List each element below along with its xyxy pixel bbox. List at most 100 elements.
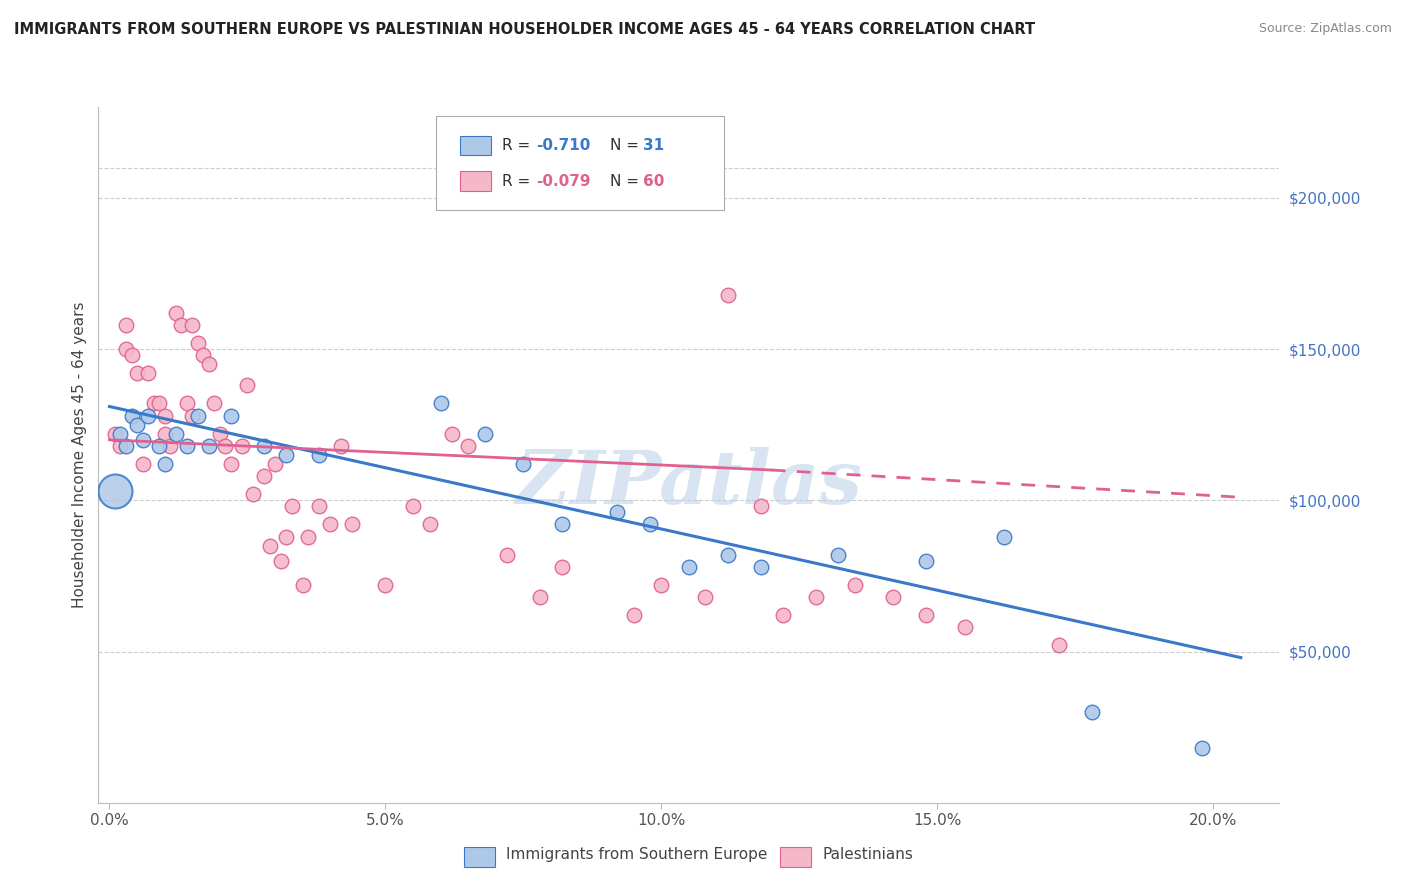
Point [749, 559, 772, 574]
Point [115, 439, 138, 453]
Text: IMMIGRANTS FROM SOUTHERN EUROPE VS PALESTINIAN HOUSEHOLDER INCOME AGES 45 - 64 Y: IMMIGRANTS FROM SOUTHERN EUROPE VS PALES… [14, 22, 1035, 37]
Point [104, 484, 127, 499]
Point [187, 336, 209, 351]
Point [181, 318, 204, 332]
Point [882, 590, 904, 604]
Point [104, 426, 127, 441]
Point [236, 378, 259, 392]
Point [131, 433, 153, 447]
Point [551, 559, 574, 574]
Point [202, 396, 225, 410]
Point [695, 590, 717, 604]
Point [176, 396, 198, 410]
Text: Source: ZipAtlas.com: Source: ZipAtlas.com [1258, 22, 1392, 36]
Point [308, 500, 330, 514]
Point [208, 426, 231, 441]
Point [551, 517, 574, 532]
Point [115, 318, 138, 332]
Point [274, 448, 297, 462]
Point [678, 559, 700, 574]
Point [915, 554, 938, 568]
Point [330, 439, 353, 453]
Point [1191, 741, 1213, 756]
Text: -0.710: -0.710 [536, 138, 591, 153]
Point [198, 357, 221, 371]
Point [474, 426, 496, 441]
Point [374, 578, 396, 592]
Point [110, 426, 132, 441]
Text: -0.079: -0.079 [536, 174, 591, 188]
Text: Palestinians: Palestinians [823, 847, 914, 862]
Point [176, 439, 198, 453]
Point [342, 517, 364, 532]
Point [187, 409, 209, 423]
Point [181, 409, 204, 423]
Point [231, 439, 253, 453]
Point [198, 439, 221, 453]
Point [804, 590, 827, 604]
Point [606, 505, 628, 519]
Point [125, 366, 148, 380]
Y-axis label: Householder Income Ages 45 - 64 years: Householder Income Ages 45 - 64 years [72, 301, 87, 608]
Point [274, 530, 297, 544]
Point [650, 578, 672, 592]
Point [219, 409, 242, 423]
Point [148, 439, 170, 453]
Point [142, 396, 165, 410]
Point [165, 426, 187, 441]
Point [429, 396, 451, 410]
Point [193, 348, 215, 362]
Point [153, 457, 176, 471]
Text: R =: R = [502, 138, 536, 153]
Point [270, 554, 292, 568]
Point [844, 578, 866, 592]
Point [253, 469, 276, 483]
Point [440, 426, 463, 441]
Point [419, 517, 441, 532]
Point [319, 517, 342, 532]
Point [131, 457, 153, 471]
Text: N =: N = [610, 138, 644, 153]
Point [1047, 639, 1070, 653]
Point [402, 500, 425, 514]
Text: ZIPatlas: ZIPatlas [516, 447, 862, 519]
Point [214, 439, 236, 453]
Point [219, 457, 242, 471]
Point [308, 448, 330, 462]
Point [125, 417, 148, 432]
Point [291, 578, 314, 592]
Text: N =: N = [610, 174, 644, 188]
Text: 31: 31 [643, 138, 664, 153]
Point [253, 439, 276, 453]
Point [121, 409, 143, 423]
Point [915, 608, 938, 623]
Point [159, 439, 181, 453]
Point [165, 306, 187, 320]
Point [110, 439, 132, 453]
Point [259, 539, 281, 553]
Text: R =: R = [502, 174, 536, 188]
Point [529, 590, 551, 604]
Point [993, 530, 1015, 544]
Point [827, 548, 849, 562]
Point [121, 348, 143, 362]
Point [153, 426, 176, 441]
Point [716, 287, 738, 301]
Point [170, 318, 193, 332]
Point [457, 439, 479, 453]
Point [1081, 705, 1104, 719]
Point [623, 608, 645, 623]
Point [153, 409, 176, 423]
Point [280, 500, 302, 514]
Point [148, 396, 170, 410]
Point [136, 366, 159, 380]
Point [264, 457, 287, 471]
Point [772, 608, 794, 623]
Text: 60: 60 [643, 174, 664, 188]
Text: Immigrants from Southern Europe: Immigrants from Southern Europe [506, 847, 768, 862]
Point [716, 548, 738, 562]
Point [953, 620, 976, 634]
Point [749, 500, 772, 514]
Point [115, 342, 138, 356]
Point [640, 517, 662, 532]
